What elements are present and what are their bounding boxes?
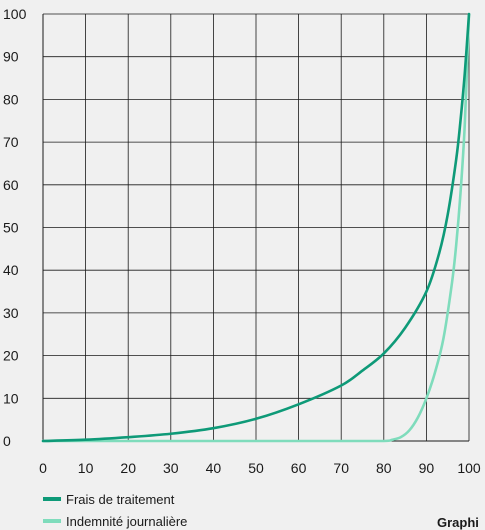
x-tick-label-10: 10 bbox=[78, 460, 94, 476]
legend: Frais de traitement Indemnité journalière bbox=[43, 492, 187, 529]
y-tick-label-20: 20 bbox=[3, 348, 19, 364]
chart-grid bbox=[42, 13, 470, 442]
chart-series bbox=[41, 12, 471, 443]
x-tick-label-0: 0 bbox=[39, 460, 47, 476]
y-tick-label-100: 100 bbox=[3, 6, 27, 22]
tick-labels: 0 10 20 30 40 50 60 70 80 90 100 0 10 20 30 40 50 60 70 80 9… bbox=[3, 6, 481, 476]
y-tick-label-50: 50 bbox=[3, 220, 19, 236]
series-line-1 bbox=[41, 12, 471, 443]
y-tick-label-0: 0 bbox=[3, 433, 11, 449]
x-tick-label-40: 40 bbox=[206, 460, 222, 476]
x-tick-label-90: 90 bbox=[419, 460, 435, 476]
y-tick-label-80: 80 bbox=[3, 91, 19, 107]
y-tick-label-60: 60 bbox=[3, 177, 19, 193]
x-tick-label-50: 50 bbox=[248, 460, 264, 476]
x-tick-label-60: 60 bbox=[291, 460, 307, 476]
x-tick-label-20: 20 bbox=[120, 460, 136, 476]
x-tick-label-70: 70 bbox=[333, 460, 349, 476]
legend-label-2: Indemnité journalière bbox=[66, 514, 187, 529]
series-line-2 bbox=[41, 12, 471, 443]
y-tick-label-30: 30 bbox=[3, 305, 19, 321]
y-tick-label-70: 70 bbox=[3, 134, 19, 150]
x-tick-label-100: 100 bbox=[457, 460, 481, 476]
legend-label-1: Frais de traitement bbox=[66, 492, 175, 507]
y-tick-label-40: 40 bbox=[3, 262, 19, 278]
x-tick-label-80: 80 bbox=[376, 460, 392, 476]
corner-text: Graphi bbox=[437, 515, 479, 530]
x-tick-label-30: 30 bbox=[163, 460, 179, 476]
y-tick-label-90: 90 bbox=[3, 49, 19, 65]
y-tick-label-10: 10 bbox=[3, 390, 19, 406]
